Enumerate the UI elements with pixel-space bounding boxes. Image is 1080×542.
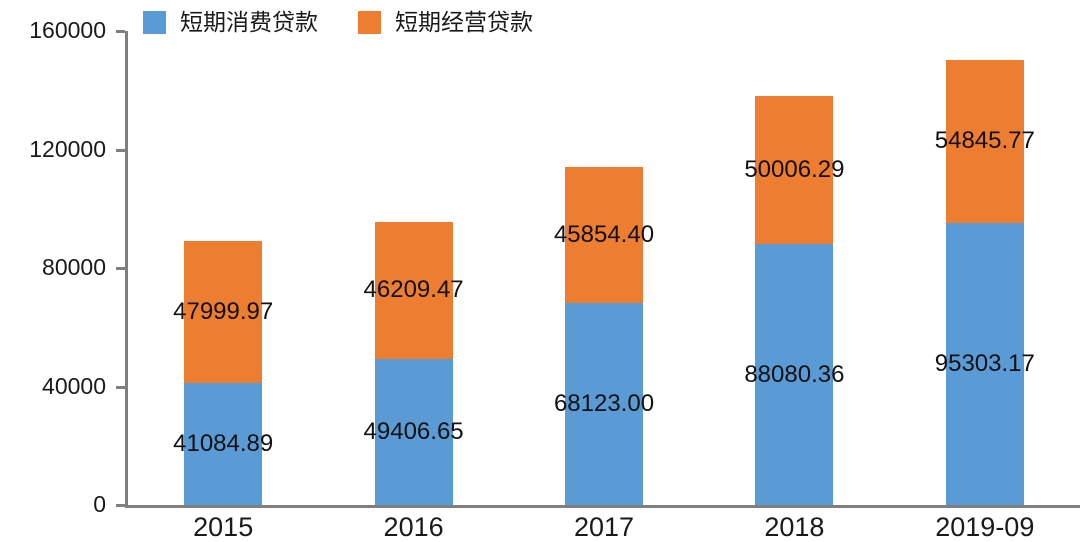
x-tick-label-2015: 2015 (193, 512, 254, 542)
y-tick-label: 0 (93, 491, 106, 517)
legend-series-label: 短期消费贷款 (180, 9, 318, 35)
bar-segment-consumer: 68123.00 (554, 303, 654, 505)
bar-value-label: 88080.36 (744, 360, 845, 388)
bar-2015: 41084.89 47999.97 (173, 241, 273, 505)
legend-item-1: 短期经营贷款 (358, 11, 533, 34)
bar-value-label: 54845.77 (934, 127, 1035, 155)
bar-value-label: 46209.47 (363, 276, 464, 304)
bar-segment-consumer: 95303.17 (935, 222, 1035, 505)
bar-value-label: 45854.40 (553, 221, 655, 249)
legend-swatch-icon (358, 11, 381, 34)
y-tick-mark (116, 148, 125, 152)
bar-2019-09: 95303.17 54845.77 (935, 60, 1035, 505)
legend-item-0: 短期消费贷款 (143, 11, 318, 34)
bar-segment-business: 46209.47 (364, 221, 464, 359)
bar-value-label: 95303.17 (934, 349, 1035, 377)
plot-area: 41084.89 47999.97 49406.65 46209.47 68123.00… (125, 31, 1080, 508)
y-tick-mark (116, 385, 125, 389)
y-tick-label: 80000 (42, 254, 106, 280)
x-tick-label-2018: 2018 (764, 512, 825, 542)
bar-value-label: 68123.00 (553, 390, 655, 418)
y-tick-label: 160000 (29, 17, 106, 43)
bar-segment-business: 54845.77 (935, 60, 1035, 223)
y-tick-mark (116, 504, 125, 507)
legend-swatch-icon (143, 11, 166, 34)
bar-value-label: 47999.97 (173, 298, 274, 326)
bar-value-label: 50006.29 (744, 155, 845, 183)
chart-legend: 短期消费贷款 短期经营贷款 (143, 11, 533, 34)
x-tick-label-2016: 2016 (383, 512, 444, 542)
y-tick-mark (116, 267, 125, 270)
bar-value-label: 41084.89 (173, 430, 274, 458)
bar-segment-business: 47999.97 (173, 241, 273, 384)
bar-value-label: 49406.65 (363, 417, 464, 445)
y-tick-mark (116, 30, 125, 33)
bar-segment-business: 45854.40 (554, 167, 654, 304)
bar-segment-consumer: 41084.89 (173, 383, 273, 505)
bar-segment-consumer: 49406.65 (364, 358, 464, 505)
x-tick-label-2019-09: 2019-09 (935, 512, 1035, 542)
bar-2016: 49406.65 46209.47 (364, 221, 464, 505)
y-tick-label: 40000 (42, 372, 106, 399)
x-tick-label-2017: 2017 (573, 512, 635, 542)
legend-series-label: 短期经营贷款 (395, 9, 533, 35)
bar-2018: 88080.36 50006.29 (744, 95, 844, 505)
bar-segment-business: 50006.29 (744, 95, 844, 245)
y-tick-label: 120000 (29, 135, 106, 162)
bar-2017: 68123.00 45854.40 (554, 167, 654, 505)
bar-segment-consumer: 88080.36 (744, 244, 844, 505)
